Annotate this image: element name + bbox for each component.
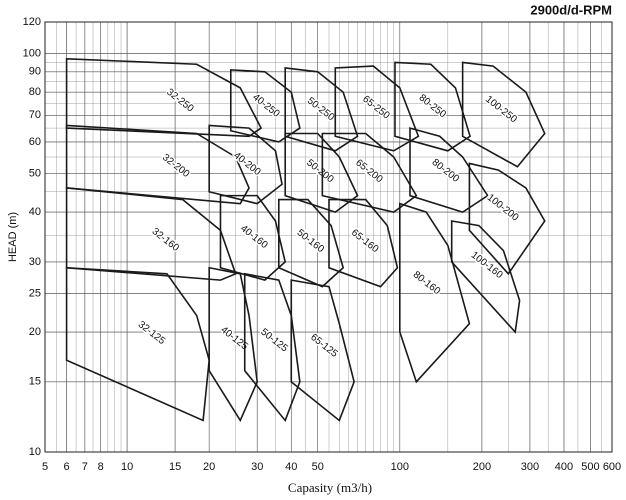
region-label: 32-125 [136, 319, 168, 347]
region-label: 80-200 [430, 157, 462, 185]
y-tick-label: 70 [29, 109, 41, 121]
x-tick-label: 50 [312, 461, 324, 473]
region-outline [219, 194, 287, 282]
y-tick-label: 50 [29, 167, 41, 179]
x-tick-label: 30 [251, 461, 263, 473]
x-tick-label: 300 [521, 461, 539, 473]
region-label: 50-160 [295, 227, 327, 255]
region-outline [243, 272, 301, 423]
x-axis-label: Capasity (m3/h) [288, 480, 372, 495]
plot-frame [44, 21, 613, 453]
chart-title: 2900d/d-RPM [530, 2, 612, 17]
x-tick-label: 100 [391, 461, 409, 473]
region-label: 50-200 [304, 157, 336, 185]
region-label: 100-250 [483, 94, 519, 126]
region-outline [284, 132, 359, 213]
y-tick-label: 40 [29, 206, 41, 218]
x-tick-label: 400 [555, 461, 573, 473]
region-outline [450, 220, 521, 334]
region-outline [468, 162, 546, 276]
region-label: 40-200 [231, 150, 263, 178]
region-label: 50-125 [258, 327, 290, 355]
region-outline [398, 202, 471, 384]
y-tick-label: 120 [23, 16, 41, 28]
region-outline [65, 124, 250, 205]
region-outline [229, 69, 301, 143]
region-label: 65-200 [353, 157, 385, 185]
x-tick-label: 15 [169, 461, 181, 473]
region-outline [461, 61, 546, 168]
x-tick-label: 600 [603, 461, 621, 473]
x-tick-label: 8 [98, 461, 104, 473]
y-tick-label: 10 [29, 446, 41, 458]
region-label: 40-160 [238, 223, 270, 251]
region-label: 32-200 [160, 152, 192, 180]
region-outline [328, 198, 399, 288]
y-tick-label: 100 [23, 47, 41, 59]
region-label: 32-160 [150, 226, 182, 254]
y-tick-label: 15 [29, 376, 41, 388]
region-label: 80-250 [417, 93, 449, 121]
region-outline [321, 132, 418, 213]
y-tick-label: 90 [29, 66, 41, 78]
x-tick-label: 20 [203, 461, 215, 473]
region-outline [409, 127, 489, 213]
region-label: 100-200 [485, 192, 521, 224]
y-tick-label: 60 [29, 136, 41, 148]
region-outline [394, 61, 472, 152]
region-label: 65-160 [349, 227, 381, 255]
y-tick-label: 20 [29, 326, 41, 338]
region-outline [290, 279, 355, 422]
x-tick-label: 10 [121, 461, 133, 473]
region-outline [334, 65, 420, 152]
region-outline [208, 266, 259, 423]
region-label: 50-250 [305, 95, 337, 123]
y-tick-label: 25 [29, 287, 41, 299]
region-label: 100-160 [469, 250, 505, 282]
y-axis-label: HEAD (m) [7, 212, 19, 262]
y-tick-label: 80 [29, 86, 41, 98]
region-label: 32-250 [164, 87, 196, 115]
x-tick-label: 500 [581, 461, 599, 473]
region-outline [208, 124, 283, 205]
y-tick-label: 30 [29, 256, 41, 268]
region-outline [65, 266, 210, 422]
x-tick-label: 7 [82, 461, 88, 473]
x-tick-label: 5 [42, 461, 48, 473]
region-label: 65-125 [308, 332, 340, 360]
x-tick-label: 200 [473, 461, 491, 473]
x-tick-label: 40 [285, 461, 297, 473]
region-outline [277, 198, 345, 288]
x-tick-label: 6 [64, 461, 70, 473]
